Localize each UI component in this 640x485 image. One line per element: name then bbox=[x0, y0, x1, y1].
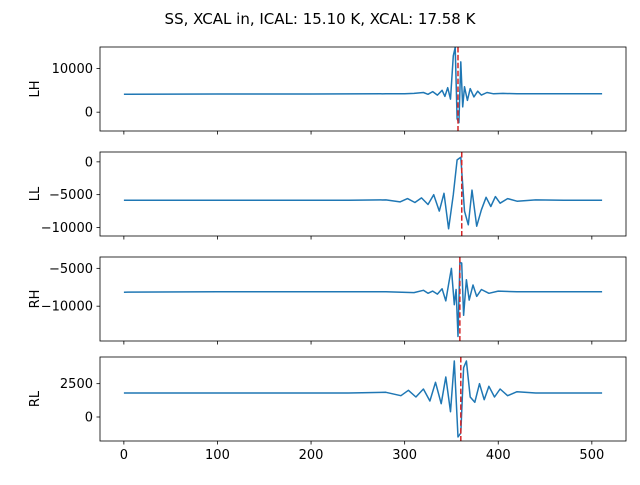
subplot-ll: −10000 −5000 0 LL bbox=[28, 151, 627, 240]
x-tick-label: 0 bbox=[120, 448, 128, 463]
x-tick-label: 100 bbox=[205, 448, 230, 463]
subplot-rl: 0 2500 0 100 200 300 400 500 RL bbox=[28, 356, 627, 463]
axes-frame bbox=[99, 151, 627, 237]
y-tick-label: −10000 bbox=[41, 300, 93, 315]
subplot-lh: 0 10000 LH bbox=[28, 46, 627, 135]
series-line-rh bbox=[123, 261, 603, 338]
figure-title: SS, XCAL in, ICAL: 15.10 K, XCAL: 17.58 … bbox=[165, 10, 477, 28]
y-tick-label: −5000 bbox=[49, 188, 93, 203]
axes-frame bbox=[99, 46, 627, 132]
y-tick-label: −10000 bbox=[41, 221, 93, 236]
subplot-rh: −10000 −5000 RH bbox=[28, 256, 627, 345]
subplots: 0 10000 LH −10000 −5000 0 LL −10000 −5000 RH 0 2500… bbox=[28, 46, 627, 463]
y-axis-label: LL bbox=[28, 186, 43, 201]
y-tick-label: 0 bbox=[85, 411, 93, 426]
y-axis-label: RL bbox=[28, 390, 43, 407]
y-tick-label: 2500 bbox=[60, 377, 93, 392]
series-line-lh bbox=[123, 47, 603, 124]
series-line-ll bbox=[123, 156, 603, 230]
series-line-rl bbox=[123, 360, 603, 438]
y-axis-label: RH bbox=[28, 290, 43, 309]
y-tick-label: 10000 bbox=[52, 62, 93, 77]
x-tick-label: 500 bbox=[579, 448, 604, 463]
axes-frame bbox=[99, 356, 627, 442]
axes-frame bbox=[99, 256, 627, 342]
y-tick-label: 0 bbox=[85, 155, 93, 170]
y-tick-label: −5000 bbox=[49, 262, 93, 277]
y-tick-label: 0 bbox=[85, 106, 93, 121]
x-tick-label: 200 bbox=[299, 448, 324, 463]
x-tick-label: 400 bbox=[486, 448, 511, 463]
y-axis-label: LH bbox=[28, 80, 43, 97]
x-tick-label: 300 bbox=[392, 448, 417, 463]
